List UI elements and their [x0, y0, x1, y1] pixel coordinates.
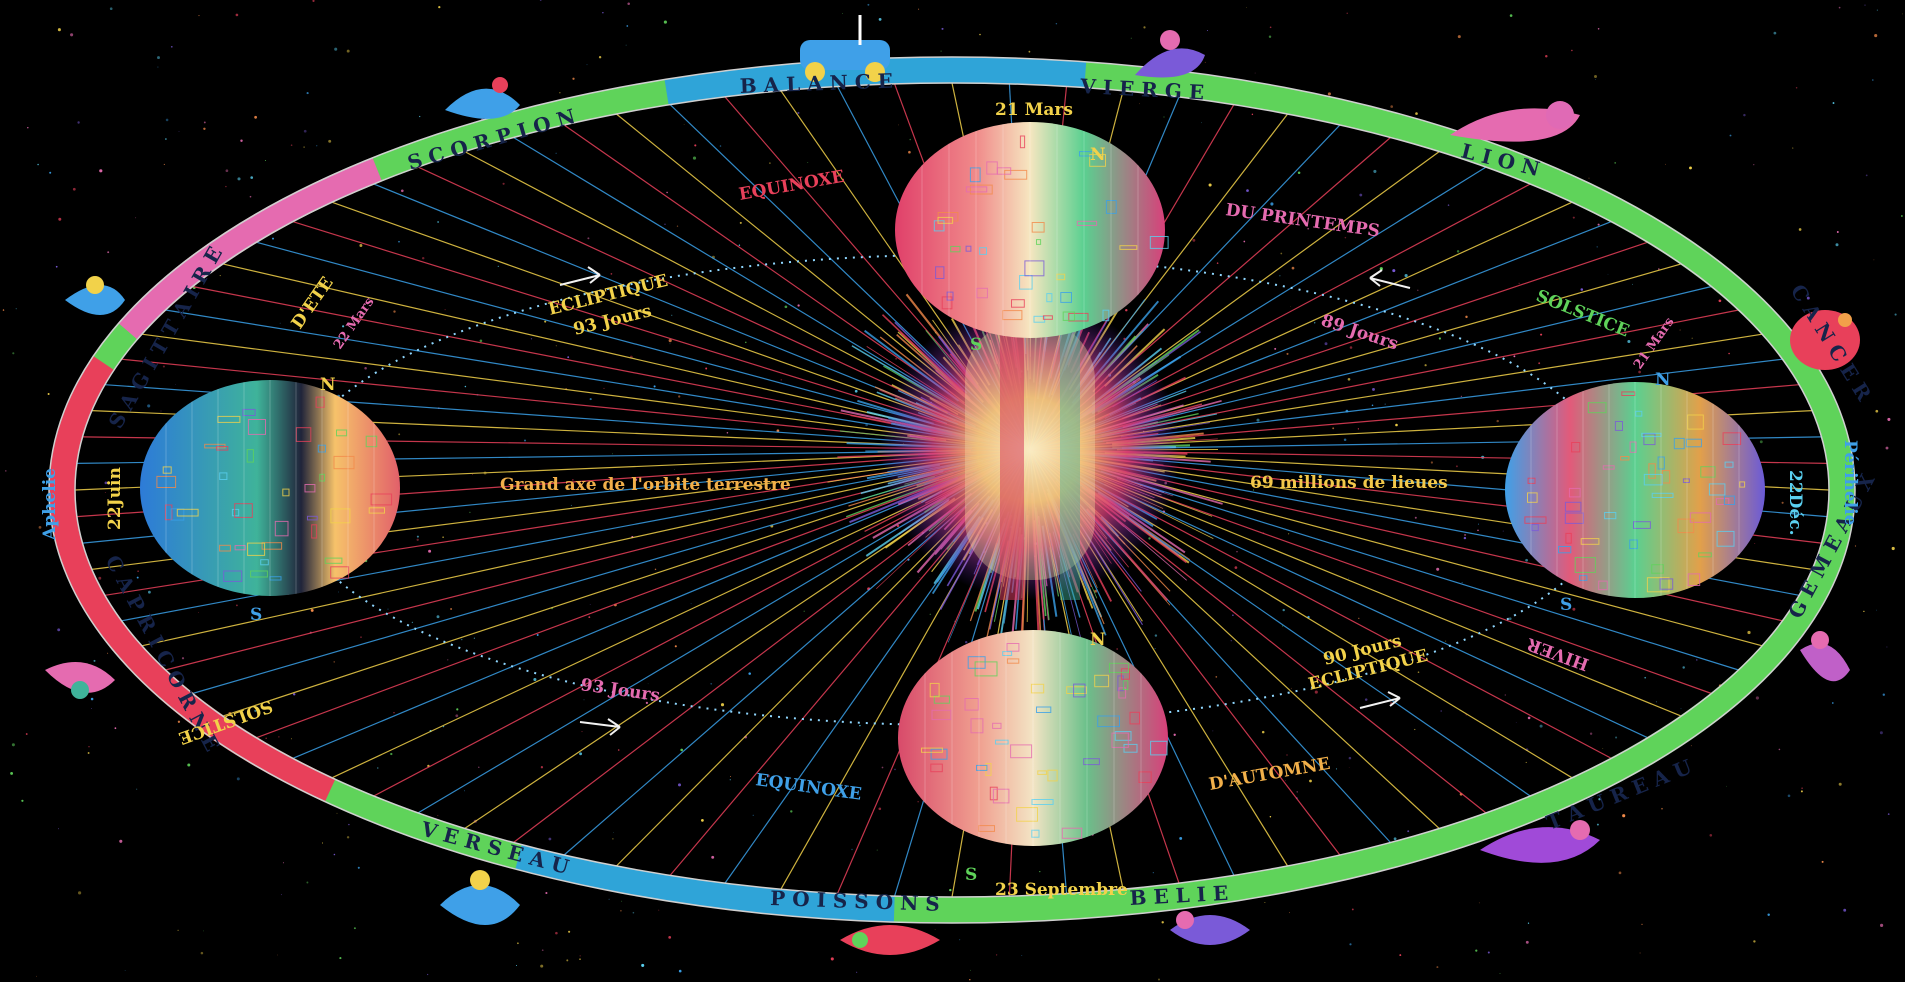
taurus-figure [1480, 820, 1600, 863]
earth-bottom [898, 630, 1168, 846]
pisces-figure [840, 925, 940, 955]
arrow-top-right [1369, 269, 1411, 289]
aquarius-figure [440, 870, 520, 925]
label-solstice-right: SOLSTICE [1533, 286, 1632, 341]
sagittarius-figure [65, 276, 125, 315]
label-printemps: DU PRINTEMPS [1224, 200, 1381, 241]
label-date-dec: 22Déc. [1785, 470, 1805, 536]
zodiac-ring-red [49, 57, 1855, 923]
capricorn-figure [45, 662, 115, 699]
label-poissons: P O I S S O N S [770, 886, 940, 916]
label-lion: L I O N [1459, 139, 1542, 182]
virgo-figure [1135, 30, 1205, 78]
label-s-top: S [970, 335, 982, 355]
arrow-bottom-right [1359, 691, 1401, 709]
label-s-left: S [250, 605, 262, 625]
zodiac-ring-outer [48, 56, 1856, 924]
label-equinoxe-bottom: EQUINOXE [754, 770, 863, 805]
label-belier: B E L I E [1129, 881, 1229, 910]
label-date-sept: 23 Septembre [995, 880, 1128, 900]
label-major-axis-left: Grand axe de l'orbite terrestre [500, 475, 791, 495]
label-major-axis-right: 69 millions de lieues [1250, 473, 1448, 493]
scorpio-figure [445, 77, 520, 119]
label-n-right: N [1655, 370, 1671, 390]
label-automne: D'AUTOMNE [1207, 754, 1331, 795]
zodiac-figures [45, 15, 1860, 955]
label-n-bottom: N [1090, 630, 1106, 650]
earth-top [895, 122, 1169, 338]
label-balance: B A L A N C E [739, 69, 893, 98]
earth-right [1505, 382, 1765, 598]
label-note-right: 21 Mars [1631, 315, 1677, 372]
leo-figure [1450, 101, 1580, 142]
label-vierge: V I E R G E [1079, 74, 1205, 105]
label-date-march: 21 Mars [995, 100, 1073, 120]
arrow-top-left [559, 266, 601, 286]
label-n-top: N [1090, 145, 1106, 165]
libra-figure [800, 15, 890, 82]
label-n-left: N [320, 375, 336, 395]
label-ete: D'ETE [288, 273, 338, 332]
gemini-figure [1800, 631, 1850, 682]
aries-figure [1170, 911, 1250, 945]
earth-left [140, 380, 400, 596]
zodiac-ring-blue [49, 57, 1855, 923]
label-date-june: 22Juin [105, 467, 125, 530]
arrow-bottom-left [579, 718, 621, 736]
label-equinoxe-top: EQUINOXE [737, 167, 846, 205]
label-s-bottom: S [965, 865, 977, 885]
label-days-93b: 93 Jours [579, 675, 661, 706]
label-s-right: S [1560, 595, 1572, 615]
zodiac-ring-inner [74, 82, 1830, 898]
cancer-figure [1790, 310, 1860, 370]
orbit-arrows [559, 266, 1411, 736]
label-days-89: 89 Jours [1318, 311, 1400, 355]
label-perihelie: Périhelie [1840, 440, 1860, 526]
label-aphelie: Aphelie [40, 468, 60, 541]
label-hiver: HIVER [1524, 633, 1592, 674]
